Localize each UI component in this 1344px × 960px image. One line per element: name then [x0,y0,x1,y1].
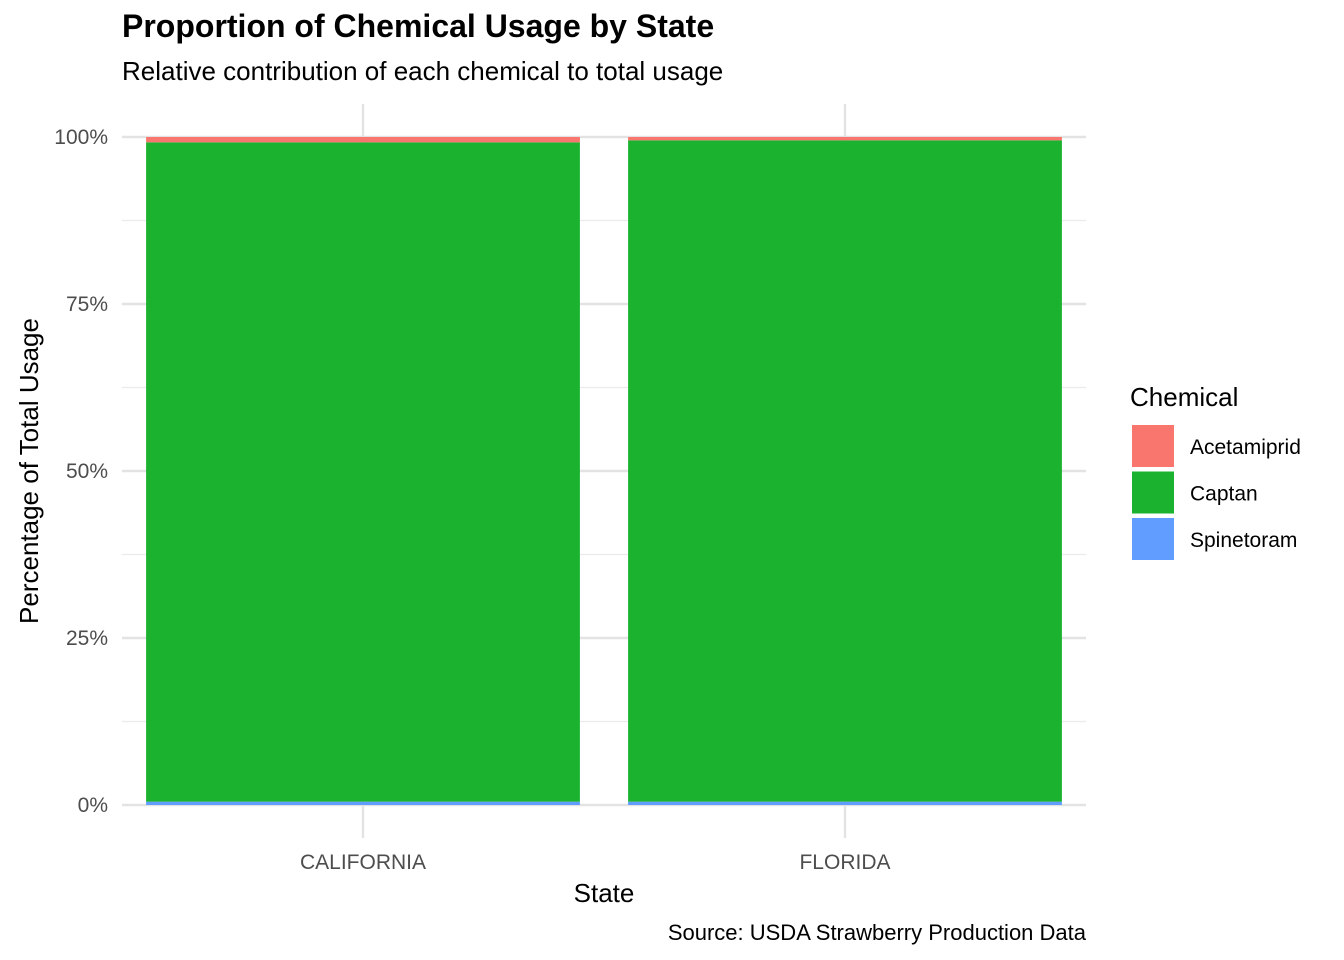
chart-title: Proportion of Chemical Usage by State [122,8,715,44]
legend-label-captan: Captan [1190,483,1258,506]
legend-swatch-acetamiprid [1132,425,1174,467]
y-tick-label: 0% [78,794,108,817]
y-tick-label: 50% [66,460,108,483]
bars [146,137,1062,805]
y-axis-ticks: 0% 25% 50% 75% 100% [54,126,108,817]
bar-acetamiprid-florida [628,137,1062,141]
x-tick-label: FLORIDA [799,851,890,874]
legend: Chemical Acetamiprid Captan Spinetoram [1130,382,1301,560]
bar-spinetoram-california [146,801,580,805]
y-axis-title: Percentage of Total Usage [14,318,44,624]
x-tick-label: CALIFORNIA [300,851,426,874]
bar-captan-florida [628,140,1062,802]
legend-label-spinetoram: Spinetoram [1190,529,1297,552]
chart-subtitle: Relative contribution of each chemical t… [122,56,724,86]
y-tick-label: 25% [66,627,108,650]
bar-spinetoram-florida [628,801,1062,805]
bar-acetamiprid-california [146,137,580,143]
x-axis-title: State [574,878,635,908]
legend-swatch-captan [1132,471,1174,514]
legend-title: Chemical [1130,382,1238,412]
x-axis-ticks: CALIFORNIA FLORIDA [300,851,891,874]
chart-caption: Source: USDA Strawberry Production Data [667,920,1086,945]
y-tick-label: 100% [54,126,108,149]
bar-captan-california [146,142,580,802]
legend-label-acetamiprid: Acetamiprid [1190,436,1301,459]
y-tick-label: 75% [66,293,108,316]
legend-swatch-spinetoram [1132,518,1174,560]
